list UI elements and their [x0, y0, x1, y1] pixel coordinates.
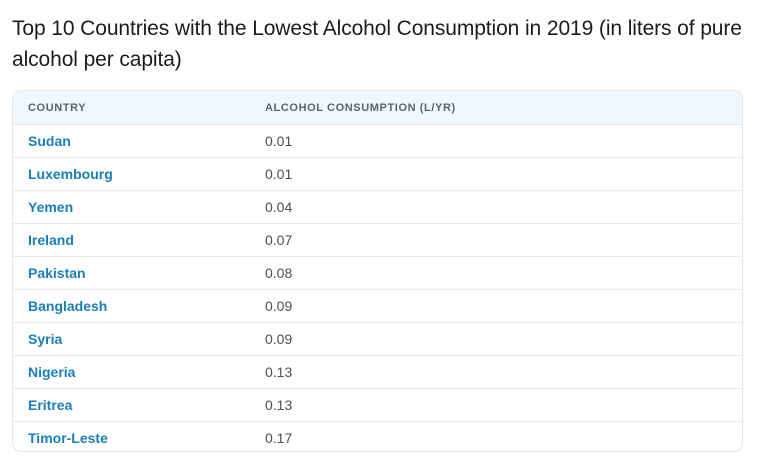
consumption-cell: 0.09 [251, 322, 742, 356]
consumption-cell: 0.13 [251, 388, 742, 422]
data-table: COUNTRY ALCOHOL CONSUMPTION (L/YR) Sudan… [13, 91, 742, 451]
page-title: Top 10 Countries with the Lowest Alcohol… [12, 17, 742, 71]
table-row: Ireland 0.07 [13, 223, 742, 257]
consumption-cell: 0.08 [251, 256, 742, 290]
table-row: Bangladesh 0.09 [13, 289, 742, 323]
country-cell[interactable]: Luxembourg [13, 157, 251, 191]
consumption-cell: 0.01 [251, 157, 742, 191]
data-table-card: COUNTRY ALCOHOL CONSUMPTION (L/YR) Sudan… [12, 90, 743, 452]
consumption-cell: 0.04 [251, 190, 742, 224]
table-row: Sudan 0.01 [13, 125, 742, 158]
country-cell[interactable]: Yemen [13, 190, 251, 224]
country-cell[interactable]: Bangladesh [13, 289, 251, 323]
column-header-alcohol-consumption[interactable]: ALCOHOL CONSUMPTION (L/YR) [251, 91, 742, 125]
country-cell[interactable]: Syria [13, 322, 251, 356]
table-row: Syria 0.09 [13, 322, 742, 356]
country-cell[interactable]: Ireland [13, 223, 251, 257]
consumption-cell: 0.13 [251, 355, 742, 389]
table-body: Sudan 0.01 Luxembourg 0.01 Yemen 0.04 Ir… [13, 125, 742, 451]
table-row: Luxembourg 0.01 [13, 157, 742, 191]
country-cell[interactable]: Eritrea [13, 388, 251, 422]
consumption-cell: 0.09 [251, 289, 742, 323]
country-cell[interactable]: Nigeria [13, 355, 251, 389]
table-row: Pakistan 0.08 [13, 256, 742, 290]
column-header-country[interactable]: COUNTRY [13, 91, 251, 125]
table-header: COUNTRY ALCOHOL CONSUMPTION (L/YR) [13, 91, 742, 125]
country-cell[interactable]: Sudan [28, 133, 71, 149]
table-row: Yemen 0.04 [13, 190, 742, 224]
table-row: Timor-Leste 0.17 [13, 421, 742, 451]
table-row: Eritrea 0.13 [13, 388, 742, 422]
consumption-cell: 0.07 [251, 223, 742, 257]
country-cell[interactable]: Timor-Leste [13, 421, 251, 451]
table-row: Nigeria 0.13 [13, 355, 742, 389]
consumption-cell: 0.01 [265, 133, 293, 149]
country-cell[interactable]: Pakistan [13, 256, 251, 290]
table-header-row: COUNTRY ALCOHOL CONSUMPTION (L/YR) [13, 91, 742, 125]
consumption-cell: 0.17 [251, 421, 742, 451]
